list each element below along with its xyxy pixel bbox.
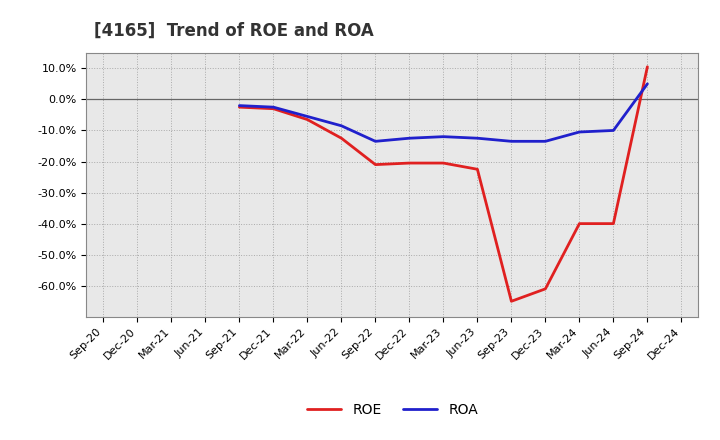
ROE — [269, 106, 278, 111]
ROE — [337, 136, 346, 141]
Legend: ROE, ROA: ROE, ROA — [307, 403, 478, 417]
ROA — [609, 128, 618, 133]
ROA — [303, 114, 312, 119]
ROA — [575, 129, 584, 135]
ROA — [507, 139, 516, 144]
ROA — [439, 134, 448, 139]
ROE — [507, 299, 516, 304]
ROA — [269, 105, 278, 110]
ROA — [405, 136, 414, 141]
ROE — [439, 161, 448, 166]
Line: ROE: ROE — [239, 67, 647, 301]
ROA — [541, 139, 550, 144]
ROE — [541, 286, 550, 291]
ROA — [473, 136, 482, 141]
Line: ROA: ROA — [239, 84, 647, 141]
ROA — [643, 81, 652, 87]
ROE — [405, 161, 414, 166]
ROE — [371, 162, 379, 167]
ROE — [303, 117, 312, 122]
ROE — [235, 105, 243, 110]
ROA — [371, 139, 379, 144]
Text: [4165]  Trend of ROE and ROA: [4165] Trend of ROE and ROA — [94, 22, 374, 40]
ROA — [337, 123, 346, 128]
ROE — [473, 167, 482, 172]
ROE — [643, 64, 652, 70]
ROE — [609, 221, 618, 226]
ROA — [235, 103, 243, 108]
ROE — [575, 221, 584, 226]
